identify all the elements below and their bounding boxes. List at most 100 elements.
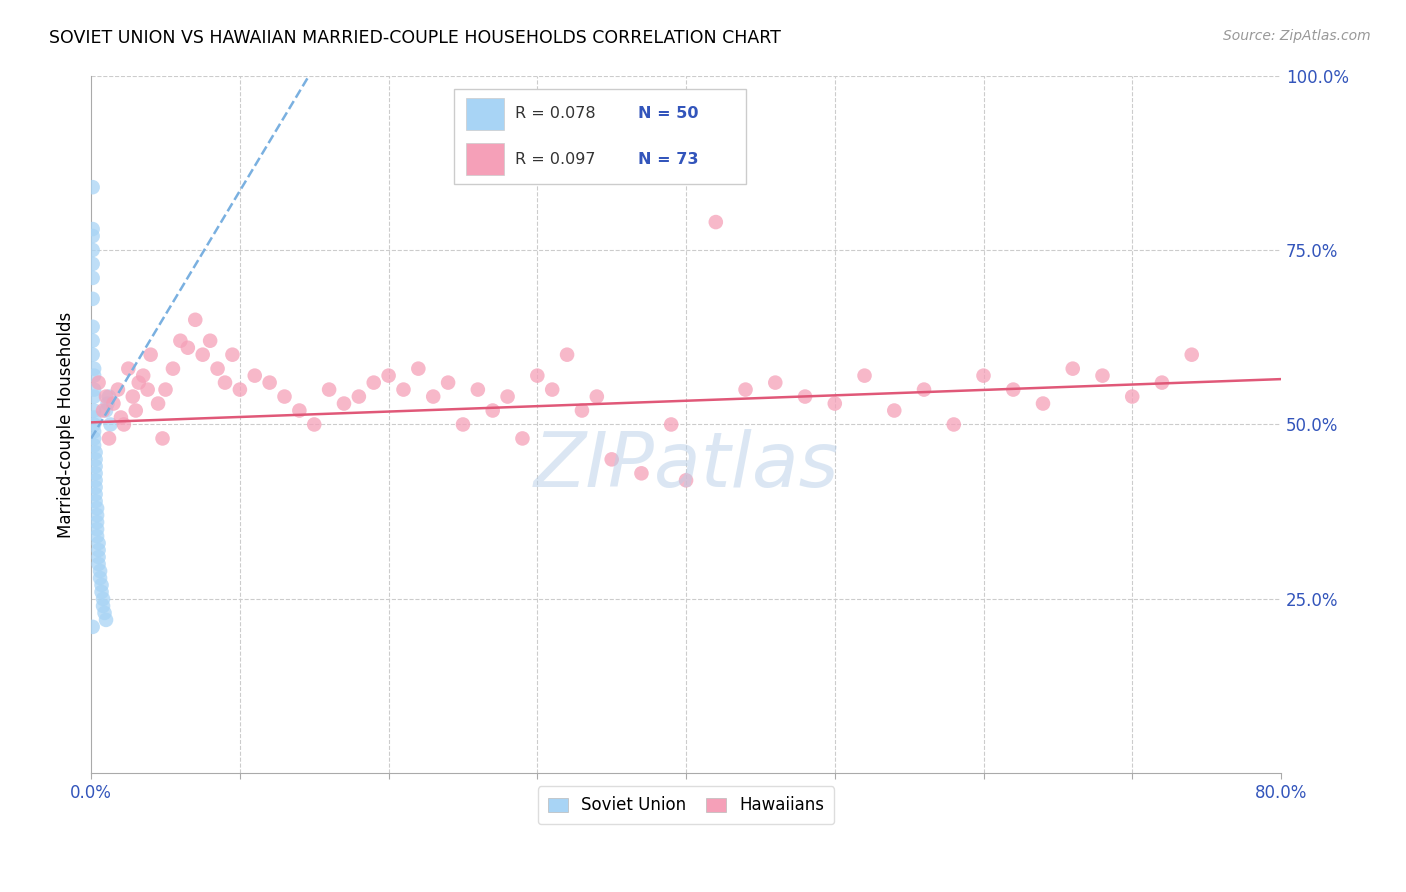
Point [112,417,135,432]
Point [207,361,229,376]
Text: ZIP​atlas: ZIP​atlas [533,429,839,503]
Point [83,383,105,397]
Point [1002,383,1025,397]
Point [110,410,132,425]
Point [82,292,104,306]
Point [84,487,107,501]
Point [82,180,104,194]
Point [82,334,104,348]
Point [82,222,104,236]
Point [139,348,162,362]
Point [86,508,108,523]
Point [90,585,112,599]
Point [155,383,177,397]
Point [93,606,115,620]
Point [481,403,503,417]
Point [259,376,281,390]
Point [89,564,111,578]
Point [1091,368,1114,383]
Point [229,383,252,397]
Point [600,452,623,467]
Point [103,396,125,410]
Point [94,390,117,404]
Point [96,396,118,410]
Point [912,383,935,397]
Point [541,383,564,397]
Point [659,417,682,432]
Point [82,620,104,634]
Point [83,425,105,439]
Point [87,376,110,390]
Point [1032,396,1054,410]
Point [94,613,117,627]
Point [86,522,108,536]
Point [973,368,995,383]
Point [87,557,110,571]
Point [363,376,385,390]
Point [422,390,444,404]
Y-axis label: Married-couple Households: Married-couple Households [58,311,75,538]
Point [198,334,221,348]
Point [128,376,150,390]
Point [794,390,817,404]
Point [214,376,236,390]
Point [94,403,117,417]
Point [121,390,143,404]
Point [392,383,415,397]
Point [169,334,191,348]
Point [83,390,105,404]
Point [83,361,105,376]
Point [1150,376,1173,390]
Point [377,368,399,383]
Point [763,376,786,390]
Point [496,390,519,404]
Point [84,473,107,487]
Point [83,403,105,417]
Point [853,368,876,383]
Point [91,591,114,606]
Point [98,432,121,446]
Point [82,348,104,362]
Point [585,390,607,404]
Point [162,361,184,376]
Point [704,215,727,229]
Point [1062,361,1084,376]
Point [883,403,905,417]
Point [675,473,697,487]
Point [100,417,122,432]
Point [177,341,200,355]
Point [824,396,846,410]
Point [273,390,295,404]
Point [288,403,311,417]
Point [86,501,108,516]
Point [87,550,110,565]
Point [184,313,207,327]
Point [84,480,107,494]
Point [84,445,107,459]
Point [221,348,243,362]
Text: Source: ZipAtlas.com: Source: ZipAtlas.com [1223,29,1371,43]
Point [82,243,104,257]
Point [555,348,578,362]
Point [83,432,105,446]
Point [82,271,104,285]
Point [83,410,105,425]
Point [243,368,266,383]
Legend: Soviet Union, Hawaiians: Soviet Union, Hawaiians [537,787,834,824]
Point [191,348,214,362]
Point [82,229,104,244]
Point [942,417,965,432]
Point [333,396,356,410]
Point [83,417,105,432]
Text: SOVIET UNION VS HAWAIIAN MARRIED-COUPLE HOUSEHOLDS CORRELATION CHART: SOVIET UNION VS HAWAIIAN MARRIED-COUPLE … [49,29,782,46]
Point [408,361,430,376]
Point [132,368,155,383]
Point [302,417,325,432]
Point [146,396,169,410]
Point [1121,390,1143,404]
Point [84,467,107,481]
Point [136,383,159,397]
Point [437,376,460,390]
Point [91,403,114,417]
Point [526,368,548,383]
